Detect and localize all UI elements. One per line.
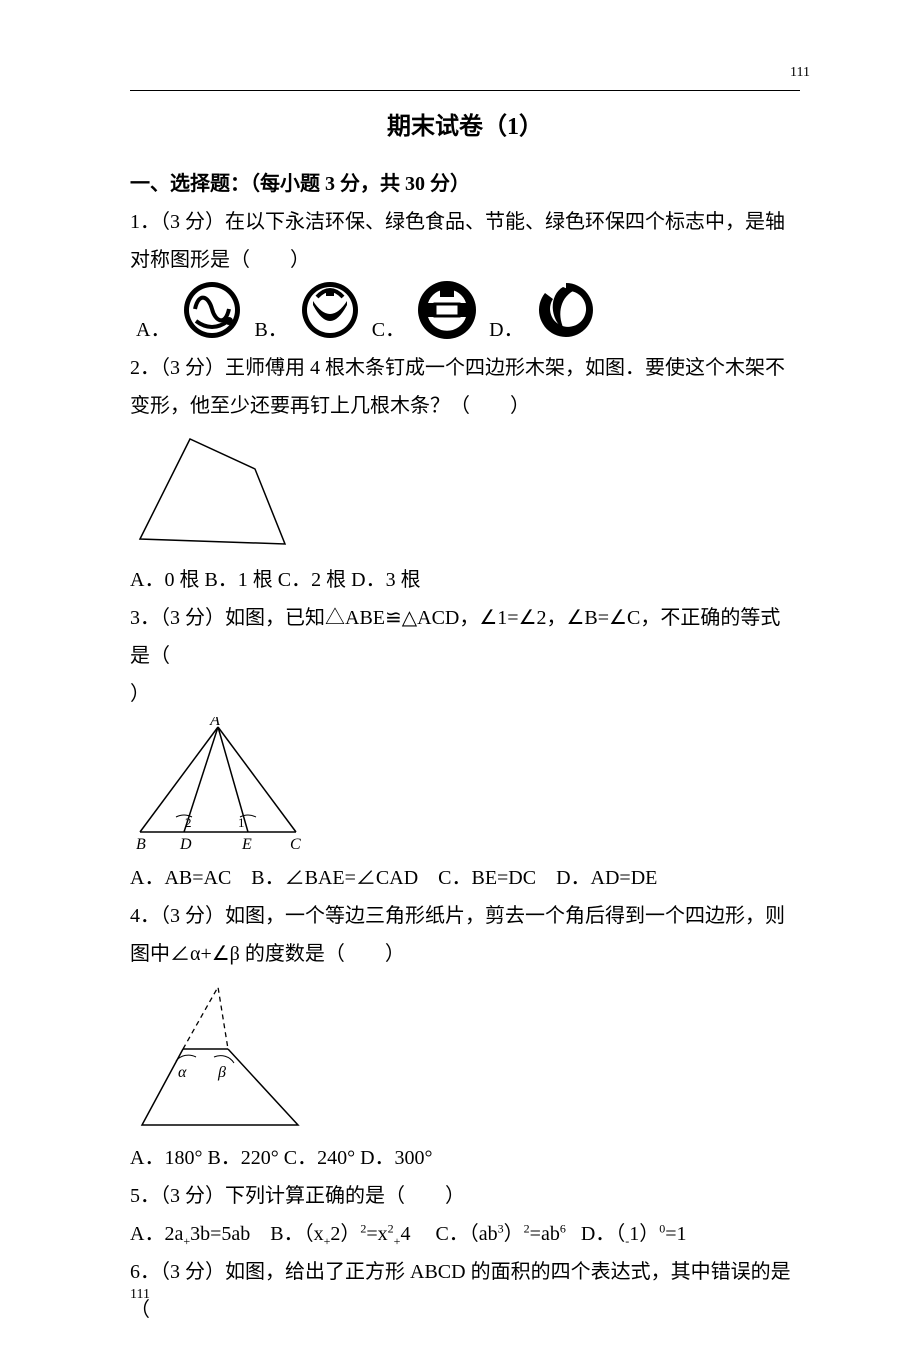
exam-page: 111 期末试卷（1） 一、选择题：（每小题 3 分，共 30 分） 1．（3 … (0, 0, 920, 1369)
q5-b-end: 4 (400, 1223, 410, 1245)
q5-prompt: 5．（3 分）下列计算正确的是（ ） (130, 1177, 800, 1215)
q4-figure: α β (130, 977, 800, 1137)
q5-a-post: 3b=5ab (190, 1223, 250, 1245)
page-number-top: 111 (790, 60, 810, 87)
q5-options: A．2a+3b=5ab B．（x+2）2=x2+4 C．（ab3）2=ab6 D… (130, 1215, 800, 1253)
q2-figure (130, 429, 800, 559)
label-c: C (290, 836, 301, 853)
q1-options-row: A． B． C． D． (130, 279, 800, 349)
q5-d-end: =1 (665, 1223, 686, 1245)
q6-prompt: 6．（3 分）如图，给出了正方形 ABCD 的面积的四个表达式，其中错误的是（ (130, 1253, 800, 1329)
label-e: E (241, 836, 252, 853)
label-b: B (136, 836, 146, 853)
page-number-bottom: 111 (130, 1282, 150, 1309)
logo-option-a-icon (181, 279, 243, 341)
q2-prompt: 2．（3 分）王师傅用 4 根木条钉成一个四边形木架，如图．要使这个木架不变形，… (130, 349, 800, 425)
q5-d-pre: D．（ (581, 1223, 625, 1245)
q3-prompt-text: 3．（3 分）如图，已知△ABE≌△ACD，∠1=∠2，∠B=∠C，不正确的等式… (130, 607, 780, 667)
q1-label-b: B． (254, 319, 287, 341)
q1-prompt: 1．（3 分）在以下永洁环保、绿色食品、节能、绿色环保四个标志中，是轴对称图形是… (130, 203, 800, 279)
q5-c-mid: ） (504, 1223, 524, 1245)
page-title: 期末试卷（1） (130, 105, 800, 151)
q5-a-pre: A．2a (130, 1223, 183, 1245)
q5-c-eq: =ab (530, 1223, 560, 1245)
label-d: D (179, 836, 192, 853)
triangle-abe-acd-icon: A B D E C 2 1 (130, 717, 310, 857)
q2-options: A．0 根 B．1 根 C．2 根 D．3 根 (130, 561, 800, 599)
q1-label-c: C． (372, 319, 405, 341)
q4-options: A．180° B．220° C．240° D．300° (130, 1139, 800, 1177)
quadrilateral-frame-icon (130, 429, 300, 559)
q5-b-mid1: 2） (330, 1223, 360, 1245)
equilateral-cut-icon: α β (130, 977, 310, 1137)
logo-option-b-icon (299, 279, 361, 341)
q1-label-d: D． (489, 319, 523, 341)
q5-c-pre: C．（ab (435, 1223, 497, 1245)
label-beta: β (217, 1064, 226, 1081)
q3-prompt-close: ） (130, 675, 800, 713)
q5-b-pre: B．（x (270, 1223, 323, 1245)
q3-prompt: 3．（3 分）如图，已知△ABE≌△ACD，∠1=∠2，∠B=∠C，不正确的等式… (130, 599, 800, 675)
q4-prompt: 4．（3 分）如图，一个等边三角形纸片，剪去一个角后得到一个四边形，则图中∠α+… (130, 897, 800, 973)
label-angle-2: 2 (185, 815, 192, 830)
logo-option-c-icon (416, 279, 478, 341)
title-divider (130, 90, 800, 91)
q5-c-sup3: 6 (560, 1221, 566, 1235)
q3-options: A．AB=AC B．∠BAE=∠CAD C．BE=DC D．AD=DE (130, 859, 800, 897)
label-a: A (209, 717, 220, 729)
section-1-heading: 一、选择题：（每小题 3 分，共 30 分） (130, 165, 800, 203)
logo-option-d-icon (535, 279, 597, 341)
label-angle-1: 1 (238, 815, 245, 830)
q1-label-a: A． (136, 319, 170, 341)
q5-b-eq: =x (366, 1223, 387, 1245)
label-alpha: α (178, 1064, 187, 1081)
q5-d-mid: 1） (629, 1223, 659, 1245)
q3-figure: A B D E C 2 1 (130, 717, 800, 857)
